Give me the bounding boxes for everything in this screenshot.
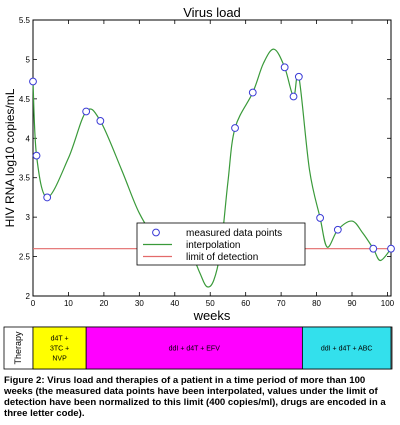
measured-data-point — [96, 117, 105, 125]
legend-label-measured: measured data points — [186, 228, 282, 239]
measured-data-point — [289, 92, 298, 101]
therapy-segment — [301, 326, 392, 370]
legend: measured data points interpolation limit… — [136, 222, 306, 266]
measured-data-point — [248, 88, 257, 97]
measured-data-point — [82, 107, 91, 116]
x-tick-label: 100 — [381, 299, 395, 308]
therapy-segment-label: NVP — [52, 356, 67, 363]
virus-load-figure: Virus load 0 10 20 30 40 50 60 70 80 90 100 2 2.5 3 3.… — [3, 5, 395, 370]
therapy-segment-label: 3TC + — [50, 346, 69, 353]
therapy-segment-label: d4T + — [51, 336, 69, 343]
y-tick-label: 3 — [26, 213, 31, 222]
x-tick-label: 30 — [135, 299, 144, 308]
y-tick-label: 2.5 — [19, 253, 31, 262]
y-tick-label: 5.5 — [19, 16, 31, 25]
x-tick-label: 40 — [170, 299, 179, 308]
chart-title: Virus load — [183, 5, 241, 20]
measured-data-point — [29, 77, 37, 86]
y-tick-label: 4 — [26, 134, 31, 143]
measured-data-point — [294, 72, 303, 81]
therapy-segment-label: ddI + d4T + ABC — [321, 346, 373, 353]
x-tick-label: 70 — [277, 299, 286, 308]
measured-data-point — [231, 124, 239, 132]
measured-data-point — [32, 151, 41, 160]
plot-area — [32, 19, 392, 297]
y-tick-label: 3.5 — [19, 174, 31, 183]
therapy-segment — [85, 326, 303, 370]
therapy-segments: d4T + 3TC + NVP ddI + d4T + EFV ddI + d4T + … — [32, 326, 392, 370]
therapy-bar: Therapy d4T + 3TC + NVP ddI + d4T + EFV ddI … — [3, 326, 393, 370]
y-tick-label: 2 — [26, 292, 31, 301]
x-tick-label: 80 — [312, 299, 321, 308]
x-tick-label: 90 — [348, 299, 357, 308]
legend-marker-measured — [152, 228, 160, 237]
therapy-label: Therapy — [13, 331, 23, 365]
x-axis-label: weeks — [193, 308, 231, 323]
figure-caption: Figure 2: Virus load and therapies of a … — [4, 375, 386, 419]
therapy-segment-label: ddI + d4T + EFV — [169, 346, 221, 353]
legend-label-lod: limit of detection — [186, 252, 258, 263]
y-tick-label: 4.5 — [19, 95, 31, 104]
x-tick-label: 50 — [206, 299, 215, 308]
x-tick-label: 20 — [99, 299, 108, 308]
measured-data-point — [369, 244, 378, 253]
y-tick-label: 5 — [26, 55, 31, 64]
x-tick-label: 0 — [31, 299, 36, 308]
legend-label-interpolation: interpolation — [186, 240, 240, 251]
y-axis-label: HIV RNA log10 copies/mL — [3, 88, 17, 227]
measured-data-point — [280, 63, 289, 72]
therapy-segment — [32, 326, 87, 370]
x-tick-label: 60 — [241, 299, 250, 308]
measured-data-point — [316, 214, 325, 222]
x-tick-label: 10 — [64, 299, 73, 308]
measured-data-point — [333, 225, 342, 234]
axis-ticks: 0 10 20 30 40 50 60 70 80 90 100 2 2.5 3 3.5 4 4.5 5 5.5 — [19, 16, 395, 308]
measured-data-point — [43, 193, 52, 202]
measured-data-point — [387, 244, 395, 253]
